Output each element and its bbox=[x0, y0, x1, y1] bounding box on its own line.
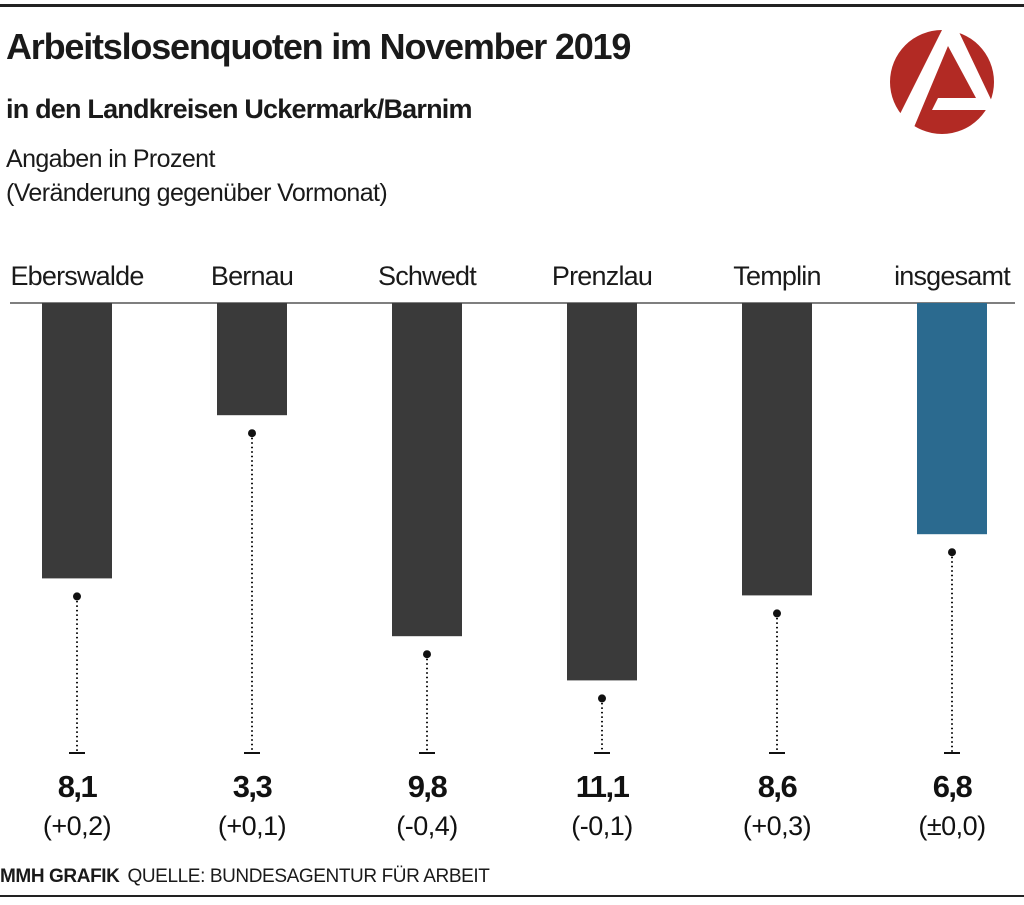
bar bbox=[567, 303, 637, 681]
footer-credit: MMH GRAFIK bbox=[0, 866, 120, 887]
value-label: 3,3 bbox=[233, 769, 273, 804]
footer: MMH GRAFIK QUELLE: BUNDESAGENTUR FÜR ARBE… bbox=[0, 866, 490, 888]
value-label: 6,8 bbox=[933, 769, 973, 804]
category-label: Templin bbox=[733, 261, 820, 291]
category-label: Prenzlau bbox=[552, 261, 652, 291]
change-label: (+0,1) bbox=[218, 811, 286, 841]
category-label: insgesamt bbox=[894, 261, 1011, 291]
value-label: 8,6 bbox=[758, 769, 798, 804]
chart-note: Angaben in Prozent (Veränderung gegenübe… bbox=[6, 142, 388, 210]
value-label: 9,8 bbox=[408, 769, 448, 804]
change-note: (Veränderung gegenüber Vormonat) bbox=[6, 179, 388, 207]
change-label: (-0,4) bbox=[396, 811, 458, 841]
bar bbox=[217, 303, 287, 416]
value-label: 11,1 bbox=[576, 769, 630, 804]
change-label: (+0,2) bbox=[43, 811, 111, 841]
top-rule bbox=[0, 4, 1024, 7]
category-label: Bernau bbox=[211, 261, 293, 291]
footer-source: QUELLE: BUNDESAGENTUR FÜR ARBEIT bbox=[127, 866, 490, 887]
unit-note: Angaben in Prozent bbox=[6, 145, 215, 173]
category-label: Schwedt bbox=[378, 261, 477, 291]
change-label: (-0,1) bbox=[571, 811, 633, 841]
change-label: (±0,0) bbox=[918, 811, 985, 841]
bar bbox=[42, 303, 112, 579]
change-label: (+0,3) bbox=[743, 811, 811, 841]
bar bbox=[917, 303, 987, 535]
value-label: 8,1 bbox=[58, 769, 98, 804]
bottom-rule bbox=[0, 895, 1024, 897]
chart-title: Arbeitslosenquoten im November 2019 bbox=[6, 26, 631, 67]
bar bbox=[392, 303, 462, 637]
bar bbox=[742, 303, 812, 596]
category-label: Eberswalde bbox=[10, 261, 143, 291]
bundesagentur-logo-icon bbox=[890, 30, 996, 134]
chart-subtitle: in den Landkreisen Uckermark/Barnim bbox=[6, 94, 472, 124]
